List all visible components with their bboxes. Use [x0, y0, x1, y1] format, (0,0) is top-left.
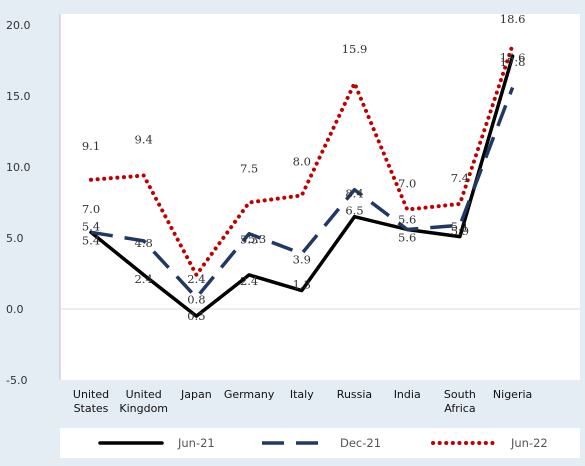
- data-labels: 5.4 2.4 0.5 2.4 1.3 6.5 5.6 5.1 17.8 5.4 4.8 0.8 5.3…: [82, 12, 526, 323]
- x-category-labels: United States United Kingdom Japan Germany Ita…: [73, 388, 532, 415]
- data-label: 1.3: [293, 278, 311, 292]
- data-label: 15.6: [500, 50, 526, 64]
- x-category-label: United States: [73, 388, 109, 415]
- data-label: 5.3: [240, 233, 258, 247]
- data-label: 7.0: [82, 202, 100, 216]
- data-label: 4.8: [135, 236, 153, 250]
- series-lines: [89, 42, 515, 318]
- legend-label: Dec-21: [340, 436, 381, 450]
- y-tick-label: -5.0: [6, 374, 27, 387]
- data-label: 2.4: [240, 274, 258, 288]
- x-category-label: Italy: [290, 388, 314, 401]
- x-category-label: United Kingdom: [119, 388, 168, 415]
- legend: Jun-21 Dec-21 Jun-22: [98, 436, 548, 450]
- x-category-label: India: [394, 388, 421, 401]
- x-category-label: South Africa: [444, 388, 476, 415]
- y-tick-label: 15.0: [6, 90, 31, 103]
- x-category-label: Germany: [224, 388, 275, 401]
- data-label: 0.5: [187, 309, 205, 323]
- plot-area: [60, 14, 580, 380]
- data-label: 5.1: [451, 220, 469, 234]
- series-line-dec-21: [90, 86, 515, 300]
- data-label: 8.4: [345, 187, 363, 201]
- legend-label: Jun-22: [510, 436, 548, 450]
- data-label: 8.0: [293, 154, 311, 168]
- data-label: 0.8: [187, 293, 205, 307]
- data-label: 9.4: [135, 133, 153, 147]
- data-label: 5.6: [398, 212, 416, 226]
- y-tick-labels: -5.0 0.0 5.0 10.0 15.0 20.0: [6, 19, 31, 387]
- series-line-jun-21: [89, 54, 515, 318]
- x-category-label: Japan: [180, 388, 212, 401]
- data-label: 7.4: [451, 171, 469, 185]
- data-label: 5.3: [248, 232, 266, 246]
- y-tick-label: 20.0: [6, 19, 31, 32]
- x-category-label: Russia: [337, 388, 372, 401]
- y-tick-label: 5.0: [6, 232, 24, 245]
- data-label: 2.4: [135, 272, 153, 286]
- data-label: 15.9: [342, 42, 368, 56]
- legend-label: Jun-21: [177, 436, 215, 450]
- data-label: 7.0: [398, 177, 416, 191]
- data-label: 9.1: [82, 139, 100, 153]
- data-label: 17.8: [500, 55, 526, 69]
- data-label: 18.6: [500, 12, 526, 26]
- data-label: 5.6: [398, 230, 416, 244]
- data-label: 3.9: [293, 253, 311, 267]
- data-label: 5.4: [82, 219, 100, 233]
- data-label: 5.4: [82, 233, 100, 247]
- y-tick-label: 10.0: [6, 161, 31, 174]
- data-label: 5.9: [451, 224, 469, 238]
- y-tick-label: 0.0: [6, 303, 24, 316]
- data-label: 6.5: [345, 204, 363, 218]
- x-category-label: Nigeria: [493, 388, 532, 401]
- data-label: 7.5: [240, 162, 258, 176]
- data-label: 2.4: [187, 272, 205, 286]
